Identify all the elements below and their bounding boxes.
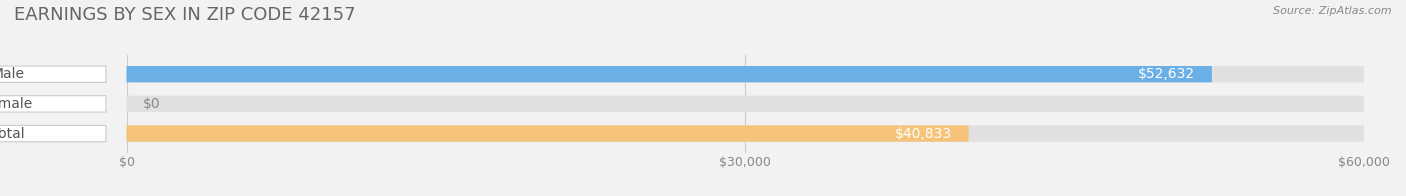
FancyBboxPatch shape — [127, 96, 1364, 112]
FancyBboxPatch shape — [127, 125, 969, 142]
Text: EARNINGS BY SEX IN ZIP CODE 42157: EARNINGS BY SEX IN ZIP CODE 42157 — [14, 6, 356, 24]
Text: Source: ZipAtlas.com: Source: ZipAtlas.com — [1274, 6, 1392, 16]
FancyBboxPatch shape — [127, 66, 1364, 82]
Text: $52,632: $52,632 — [1139, 67, 1195, 81]
FancyBboxPatch shape — [127, 66, 1212, 82]
FancyBboxPatch shape — [0, 66, 105, 82]
Text: $0: $0 — [143, 97, 160, 111]
FancyBboxPatch shape — [127, 125, 1364, 142]
Text: Total: Total — [0, 127, 24, 141]
FancyBboxPatch shape — [0, 96, 105, 112]
Text: Female: Female — [0, 97, 34, 111]
Text: $40,833: $40,833 — [896, 127, 952, 141]
FancyBboxPatch shape — [0, 125, 105, 142]
Text: Male: Male — [0, 67, 24, 81]
